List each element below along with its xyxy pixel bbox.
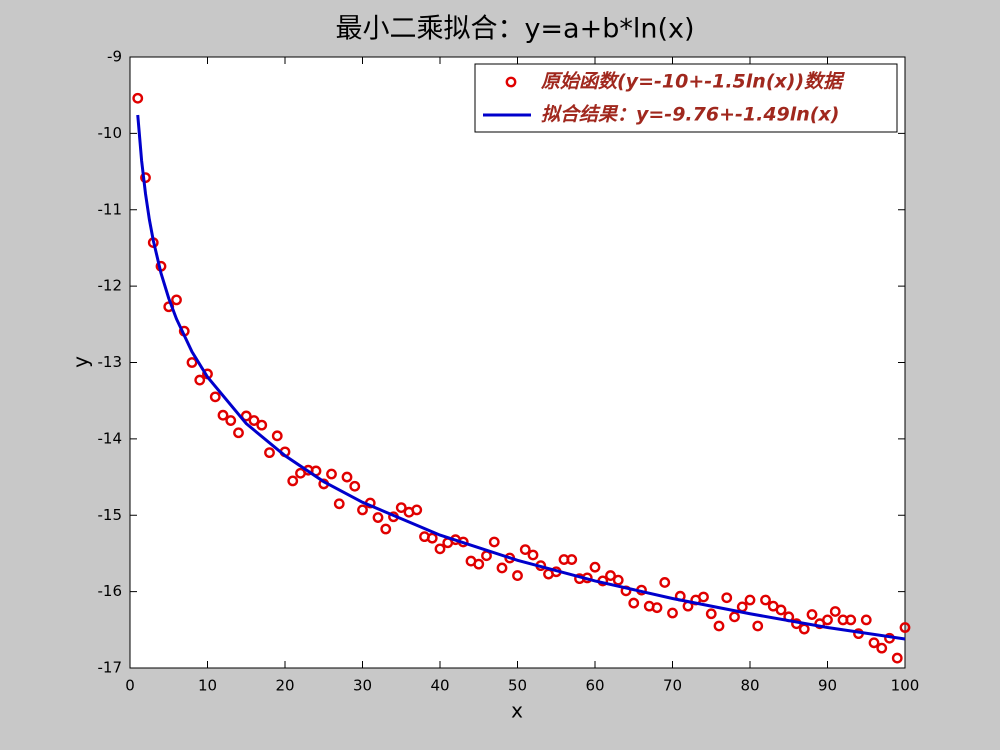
- data-point: [512, 570, 523, 581]
- data-point: [326, 468, 337, 480]
- y-tick-label: -17: [98, 659, 123, 677]
- x-tick-label: 10: [198, 677, 217, 695]
- x-tick-label: 90: [818, 677, 837, 695]
- data-point: [899, 622, 911, 633]
- data-point: [240, 410, 252, 422]
- data-point: [248, 415, 260, 426]
- data-point: [651, 602, 663, 614]
- data-point: [628, 597, 640, 609]
- data-point: [225, 415, 237, 426]
- data-point: [713, 620, 725, 632]
- data-point: [868, 637, 880, 649]
- data-point: [760, 594, 771, 606]
- data-point: [612, 574, 624, 586]
- data-point: [589, 561, 601, 573]
- data-point: [233, 427, 244, 439]
- data-point: [845, 614, 857, 626]
- legend-label: 拟合结果：y=-9.76+-1.49ln(x): [541, 104, 839, 126]
- data-point: [605, 570, 616, 581]
- data-point: [876, 642, 888, 654]
- y-tick-label: -11: [98, 200, 123, 218]
- x-tick-label: 0: [125, 677, 135, 695]
- legend-marker: [505, 76, 517, 88]
- data-point: [171, 294, 182, 306]
- data-point: [411, 504, 423, 516]
- data-point: [752, 620, 764, 632]
- x-axis-label: x: [511, 699, 523, 723]
- x-tick-label: 50: [508, 677, 527, 695]
- legend-box: [474, 63, 898, 133]
- data-point: [891, 652, 903, 664]
- data-point: [380, 523, 392, 535]
- data-point: [698, 591, 709, 603]
- fit-line: [136, 114, 906, 641]
- data-point: [349, 480, 361, 492]
- data-point: [473, 558, 485, 570]
- chart-title: 最小二乘拟合：y=a+b*ln(x): [335, 14, 694, 45]
- data-point: [488, 536, 500, 548]
- x-tick-label: 100: [891, 677, 920, 695]
- data-point: [860, 614, 872, 626]
- legend-label: 原始函数(y=-10+-1.5ln(x))数据: [540, 71, 845, 93]
- x-tick-label: 80: [740, 677, 759, 695]
- x-tick-label: 60: [585, 677, 604, 695]
- data-point: [566, 554, 578, 565]
- data-point: [209, 391, 221, 403]
- data-point: [341, 471, 353, 483]
- data-point: [333, 498, 345, 510]
- data-point: [271, 430, 283, 442]
- data-point: [775, 604, 787, 616]
- data-point: [705, 608, 717, 620]
- data-point: [667, 607, 678, 619]
- data-point: [659, 577, 671, 588]
- data-point: [186, 357, 198, 368]
- y-tick-label: -13: [98, 353, 123, 371]
- data-point: [217, 409, 229, 421]
- y-tick-label: -16: [98, 582, 123, 600]
- y-tick-label: -9: [107, 48, 122, 66]
- data-point: [721, 592, 733, 604]
- y-tick-label: -15: [98, 506, 123, 524]
- y-axis-label: y: [69, 356, 93, 368]
- data-point: [829, 606, 841, 617]
- plot-area: [129, 56, 906, 669]
- data-point: [744, 594, 756, 606]
- data-point: [426, 532, 438, 544]
- data-point: [434, 543, 446, 555]
- data-point: [287, 475, 299, 487]
- y-tick-label: -10: [98, 124, 123, 142]
- data-point: [264, 447, 275, 459]
- y-tick-label: -12: [98, 277, 123, 295]
- x-tick-label: 40: [430, 677, 449, 695]
- x-tick-label: 20: [275, 677, 294, 695]
- x-tick-label: 30: [353, 677, 372, 695]
- data-point: [519, 544, 531, 556]
- data-point: [372, 512, 384, 523]
- data-point: [806, 609, 818, 620]
- data-point: [527, 549, 539, 561]
- data-point: [132, 92, 144, 104]
- y-tick-label: -14: [98, 429, 123, 447]
- x-tick-label: 70: [663, 677, 682, 695]
- data-point: [256, 419, 268, 431]
- data-point: [194, 374, 206, 386]
- data-point: [357, 504, 368, 516]
- data-point: [395, 502, 407, 514]
- data-point: [822, 614, 833, 626]
- data-point: [729, 611, 740, 623]
- data-point: [496, 562, 508, 574]
